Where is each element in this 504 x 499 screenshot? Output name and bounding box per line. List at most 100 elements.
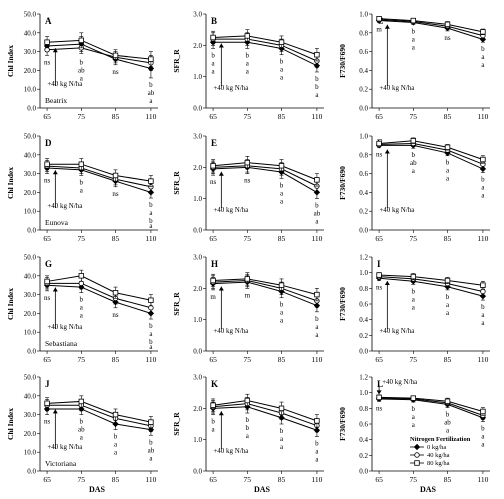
fertilization-label: +40 kg N/ha bbox=[47, 202, 83, 210]
legend-entry: 0 kg/ha bbox=[427, 444, 446, 451]
series-3 bbox=[210, 393, 320, 428]
y-tick-label: 10.0 bbox=[24, 86, 37, 94]
x-tick-label: 110 bbox=[311, 234, 322, 243]
data-point bbox=[78, 273, 84, 279]
data-point bbox=[480, 156, 486, 163]
series-line bbox=[379, 276, 484, 292]
series-line bbox=[379, 143, 484, 165]
series-3 bbox=[210, 272, 320, 302]
data-point bbox=[410, 17, 416, 24]
significance-label: a bbox=[446, 427, 450, 435]
x-tick-label: 85 bbox=[444, 475, 452, 484]
series-line bbox=[379, 277, 484, 297]
significance-label: b bbox=[315, 83, 319, 91]
series-line bbox=[213, 35, 318, 56]
data-point bbox=[444, 144, 451, 150]
significance-label: ns bbox=[112, 190, 119, 198]
y-axis-label: SFR_R bbox=[172, 292, 181, 316]
series-3 bbox=[210, 156, 320, 187]
significance-label: b bbox=[481, 303, 485, 311]
y-tick-label: 0.0 bbox=[193, 468, 202, 476]
significance-label: b bbox=[246, 51, 250, 59]
significance-label: a bbox=[412, 167, 416, 175]
legend-marker bbox=[413, 443, 421, 451]
series-3 bbox=[376, 15, 486, 35]
data-point bbox=[148, 56, 154, 62]
series-2 bbox=[44, 277, 154, 314]
series-line bbox=[213, 278, 318, 296]
data-point bbox=[278, 163, 285, 169]
data-point bbox=[314, 177, 320, 183]
significance-label: b bbox=[246, 424, 250, 432]
panel-letter: J bbox=[45, 379, 50, 389]
x-tick-label: 85 bbox=[444, 234, 452, 243]
y-tick-label: 3.0 bbox=[193, 133, 202, 141]
x-tick-label: 110 bbox=[145, 112, 156, 121]
series-3 bbox=[44, 32, 154, 67]
significance-label: b bbox=[412, 151, 416, 159]
data-point bbox=[244, 159, 250, 166]
significance-label: ns bbox=[376, 284, 383, 292]
panel-g: 0.0 10.0 20.0 30.0 40.0 50.0 Chl Index 65 75 85 11… bbox=[6, 254, 158, 364]
legend-entry: 40 kg/ha bbox=[427, 452, 450, 459]
y-tick-label: 30.0 bbox=[24, 411, 37, 419]
x-tick-label: 110 bbox=[145, 475, 156, 484]
significance-label: a bbox=[446, 167, 450, 175]
x-axis-label-col1: DAS bbox=[89, 485, 106, 494]
series-line bbox=[47, 163, 151, 182]
x-tick-label: 65 bbox=[375, 234, 383, 243]
y-tick-label: 3.0 bbox=[193, 254, 202, 262]
panel-c: 0.00.20.40.60.81.0F730/F690657585110C+40… bbox=[338, 11, 490, 121]
y-tick-label: 30.0 bbox=[24, 170, 37, 178]
y-tick-label: 2.0 bbox=[193, 164, 202, 172]
significance-label: a bbox=[149, 97, 153, 105]
x-tick-label: 110 bbox=[477, 355, 488, 364]
significance-label: a bbox=[80, 74, 84, 82]
significance-label: a bbox=[212, 67, 216, 75]
y-axis-label: F730/F690 bbox=[338, 287, 347, 321]
y-tick-label: 1.0 bbox=[359, 389, 368, 397]
significance-label: ns bbox=[112, 68, 119, 76]
data-point bbox=[278, 405, 285, 412]
x-tick-label: 75 bbox=[410, 112, 418, 121]
significance-label: b bbox=[280, 427, 284, 435]
x-tick-label: 65 bbox=[43, 475, 51, 484]
y-tick-label: 1.2 bbox=[359, 374, 368, 382]
variety-label: Sebastiana bbox=[45, 339, 78, 348]
x-axis-label-col2: DAS bbox=[254, 485, 271, 494]
y-axis-label: Chl Index bbox=[6, 45, 15, 77]
series-line bbox=[47, 167, 152, 193]
series-line bbox=[379, 20, 484, 40]
y-tick-label: 2.0 bbox=[193, 285, 202, 293]
data-point bbox=[44, 400, 50, 407]
significance-label: ns bbox=[244, 177, 251, 185]
significance-label: a bbox=[114, 449, 118, 457]
y-tick-label: 0.8 bbox=[359, 29, 368, 37]
x-tick-label: 65 bbox=[209, 234, 217, 243]
significance-label: a bbox=[149, 454, 153, 462]
significance-label: a bbox=[315, 331, 319, 339]
variety-label: Victoriana bbox=[45, 459, 77, 468]
y-tick-label: 50.0 bbox=[24, 374, 37, 382]
y-tick-label: 10.0 bbox=[24, 329, 37, 337]
series-line bbox=[379, 397, 484, 416]
arrow-head-icon bbox=[384, 24, 390, 29]
significance-label: a bbox=[315, 91, 319, 99]
significance-label: a bbox=[149, 209, 153, 217]
data-point bbox=[410, 273, 416, 280]
y-axis-label: F730/F690 bbox=[338, 166, 347, 200]
significance-label: ab bbox=[78, 426, 85, 434]
series-3 bbox=[376, 272, 486, 290]
y-tick-label: 2.0 bbox=[193, 405, 202, 413]
series-3 bbox=[44, 269, 154, 307]
significance-label: ns bbox=[44, 58, 51, 66]
data-point bbox=[444, 21, 451, 28]
significance-label: a bbox=[246, 59, 250, 67]
x-tick-label: 65 bbox=[43, 234, 51, 243]
data-point bbox=[444, 277, 451, 284]
y-tick-label: 0.2 bbox=[359, 86, 368, 94]
significance-label: a bbox=[280, 66, 284, 74]
fertilization-label: +40 kg N/ha bbox=[47, 443, 83, 451]
series-line bbox=[213, 403, 318, 427]
significance-label: a bbox=[212, 426, 216, 434]
